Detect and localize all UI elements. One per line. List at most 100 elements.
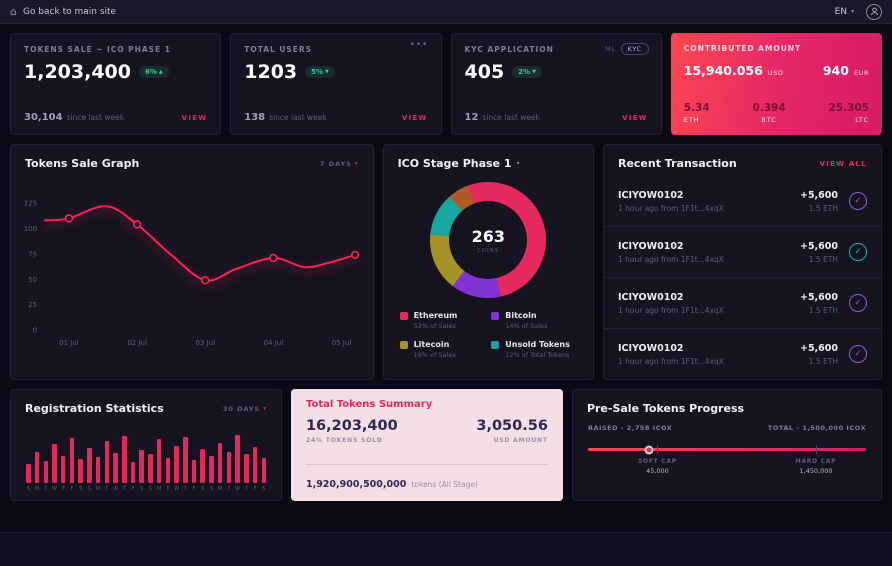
legend-text: Litecoin 16% of Sales bbox=[414, 340, 456, 359]
bar-label: W bbox=[113, 486, 119, 492]
coin-ltc: 25.305 LTC bbox=[828, 102, 869, 124]
tokens-sale-graph-panel: Tokens Sale Graph 7 DAYS ▾ 0 25 50 75 100 125… bbox=[10, 144, 374, 380]
chevron-down-icon: ▾ bbox=[850, 8, 854, 15]
view-link[interactable]: VIEW bbox=[181, 114, 208, 122]
donut-center-label: COINS bbox=[477, 247, 500, 254]
bar bbox=[191, 460, 197, 483]
bar-column: S bbox=[25, 464, 32, 492]
svg-text:04 Jul: 04 Jul bbox=[264, 338, 284, 347]
bar-label: S bbox=[201, 486, 205, 492]
coin-unit: ETH bbox=[683, 116, 700, 124]
trend-arrow-icon: ▼ bbox=[532, 69, 536, 75]
panel-title: Tokens Sale Graph bbox=[25, 157, 140, 170]
coin-unit: BTC bbox=[761, 116, 777, 124]
svg-text:05 Jul: 05 Jul bbox=[332, 338, 352, 347]
range-dropdown[interactable]: 30 DAYS ▾ bbox=[223, 405, 267, 413]
check-circle-icon[interactable]: ✓ bbox=[849, 192, 867, 210]
sub-row: 12 since last week VIEW bbox=[465, 112, 648, 123]
legend-text: Ethereum 52% of Sales bbox=[414, 311, 458, 330]
transaction-row[interactable]: ICIYOW0102 1 hour ago from 1F1t...4xqX +5,… bbox=[603, 227, 881, 278]
view-link[interactable]: VIEW bbox=[401, 114, 428, 122]
bar-label: S bbox=[140, 486, 144, 492]
panel-header: Recent Transaction VIEW ALL bbox=[604, 145, 881, 176]
bar-column: T bbox=[121, 435, 128, 492]
dashboard-body: TOKENS SALE ~ ICO PHASE 1 1,203,400 6% ▲… bbox=[0, 24, 892, 510]
svg-text:25: 25 bbox=[28, 300, 37, 309]
sub-label: since last week bbox=[482, 113, 540, 122]
check-circle-icon[interactable]: ✓ bbox=[849, 294, 867, 312]
panel-title-group[interactable]: ICO Stage Phase 1 ▾ bbox=[398, 157, 520, 170]
transaction-row[interactable]: ICIYOW0102 1 hour ago from 1F1t...4xqX +5,… bbox=[604, 329, 881, 379]
ellipsis-menu-icon[interactable]: ••• bbox=[409, 40, 429, 50]
panel-header: Pre-Sale Tokens Progress bbox=[573, 390, 881, 421]
bar-column: M bbox=[34, 452, 41, 492]
transaction-info: ICIYOW0102 1 hour ago from 1F1t...4xqX bbox=[618, 241, 724, 264]
bar-column: S bbox=[86, 448, 93, 492]
view-all-link[interactable]: VIEW ALL bbox=[819, 159, 867, 168]
transaction-id: ICIYOW0102 bbox=[617, 342, 684, 354]
trend-badge: 5% ▼ bbox=[305, 66, 335, 78]
back-to-site-link[interactable]: ⌂ Go back to main site bbox=[10, 6, 116, 17]
sub-label: since last week bbox=[66, 113, 125, 122]
sub-row: 30,104 since last week VIEW bbox=[24, 112, 207, 123]
bar bbox=[69, 438, 75, 483]
card-value: 1203 bbox=[244, 61, 298, 83]
transaction-id: ICIYOW0102 bbox=[617, 189, 684, 201]
svg-text:02 Jul: 02 Jul bbox=[127, 338, 147, 347]
language-selector[interactable]: EN ▾ bbox=[835, 7, 854, 17]
bar-column: S bbox=[260, 458, 267, 492]
transaction-meta: 1 hour ago from 1F1t...4xqX bbox=[617, 356, 724, 366]
legend-swatch bbox=[491, 341, 500, 349]
soft-cap: SOFT CAP 45,000 bbox=[638, 458, 677, 475]
svg-text:75: 75 bbox=[28, 249, 37, 258]
bar-column: T bbox=[226, 452, 233, 492]
raised-label: RAISED - 2,758 ICOX bbox=[587, 424, 673, 432]
transaction-row[interactable]: ICIYOW0102 1 hour ago from 1F1t...4xqX +5,… bbox=[603, 176, 881, 227]
usd-unit: USD bbox=[767, 69, 784, 77]
trend-arrow-icon: ▲ bbox=[158, 69, 163, 75]
ico-stage-panel: ICO Stage Phase 1 ▾ 263 COINS Ethereum 52… bbox=[382, 144, 594, 380]
bar-column: S bbox=[77, 459, 84, 492]
bar-label: F bbox=[192, 486, 196, 492]
range-dropdown[interactable]: 7 DAYS ▾ bbox=[320, 160, 359, 168]
usd-value: 15,940.056 bbox=[683, 63, 763, 78]
view-link[interactable]: VIEW bbox=[622, 114, 648, 122]
chevron-down-icon: ▾ bbox=[516, 160, 520, 167]
legend-label: Litecoin bbox=[413, 340, 450, 349]
transaction-amount-block: +5,600 1.5 ETH bbox=[800, 190, 838, 213]
recent-transaction-panel: Recent Transaction VIEW ALL ICIYOW0102 1 … bbox=[602, 144, 882, 380]
contributed-eur: 940 EUR bbox=[823, 60, 869, 79]
legend-sub: 52% of Sales bbox=[413, 322, 456, 330]
check-circle-icon[interactable]: ✓ bbox=[849, 345, 867, 363]
bar-column: T bbox=[42, 460, 49, 492]
coin-btc: 0.394 BTC bbox=[752, 102, 785, 124]
legend-item: Unsold Tokens 12% of Total Tokens bbox=[491, 340, 577, 359]
trend-badge: 6% ▲ bbox=[138, 66, 169, 78]
transaction-row[interactable]: ICIYOW0102 1 hour ago from 1F1t...4xqX +5,… bbox=[603, 278, 881, 329]
presale-progress-knob[interactable] bbox=[644, 445, 654, 454]
bar-label: S bbox=[262, 486, 266, 492]
coin-unit: LTC bbox=[855, 116, 869, 124]
bar-column: T bbox=[103, 440, 110, 492]
trend-value: 5% bbox=[311, 68, 324, 76]
bar bbox=[130, 462, 136, 483]
transaction-id: ICIYOW0102 bbox=[617, 291, 684, 303]
bar-label: M bbox=[156, 486, 162, 492]
summary-footer: 1,920,900,500,000 tokens (All Stage) bbox=[305, 464, 548, 491]
check-circle-icon[interactable]: ✓ bbox=[849, 243, 867, 261]
user-avatar[interactable] bbox=[866, 3, 882, 20]
total-tokens-summary-panel: Total Tokens Summary 16,203,400 24% TOKE… bbox=[290, 389, 563, 501]
transaction-eth: 1.5 ETH bbox=[808, 203, 838, 213]
bar-column: T bbox=[182, 437, 189, 492]
bar-label: F bbox=[70, 486, 74, 492]
transaction-info: ICIYOW0102 1 hour ago from 1F1t...4xqX bbox=[618, 190, 724, 213]
ml-tag[interactable]: ML bbox=[605, 45, 616, 53]
contributed-amount-card: CONTRIBUTED AMOUNT 15,940.056 USD 940 EU… bbox=[670, 33, 882, 135]
bar-label: T bbox=[166, 486, 170, 492]
kyc-tag[interactable]: KYC bbox=[620, 43, 649, 55]
trend-arrow-icon: ▼ bbox=[325, 69, 329, 75]
coin-value: 0.394 bbox=[752, 102, 786, 114]
presale-progress-track[interactable] bbox=[587, 445, 866, 454]
